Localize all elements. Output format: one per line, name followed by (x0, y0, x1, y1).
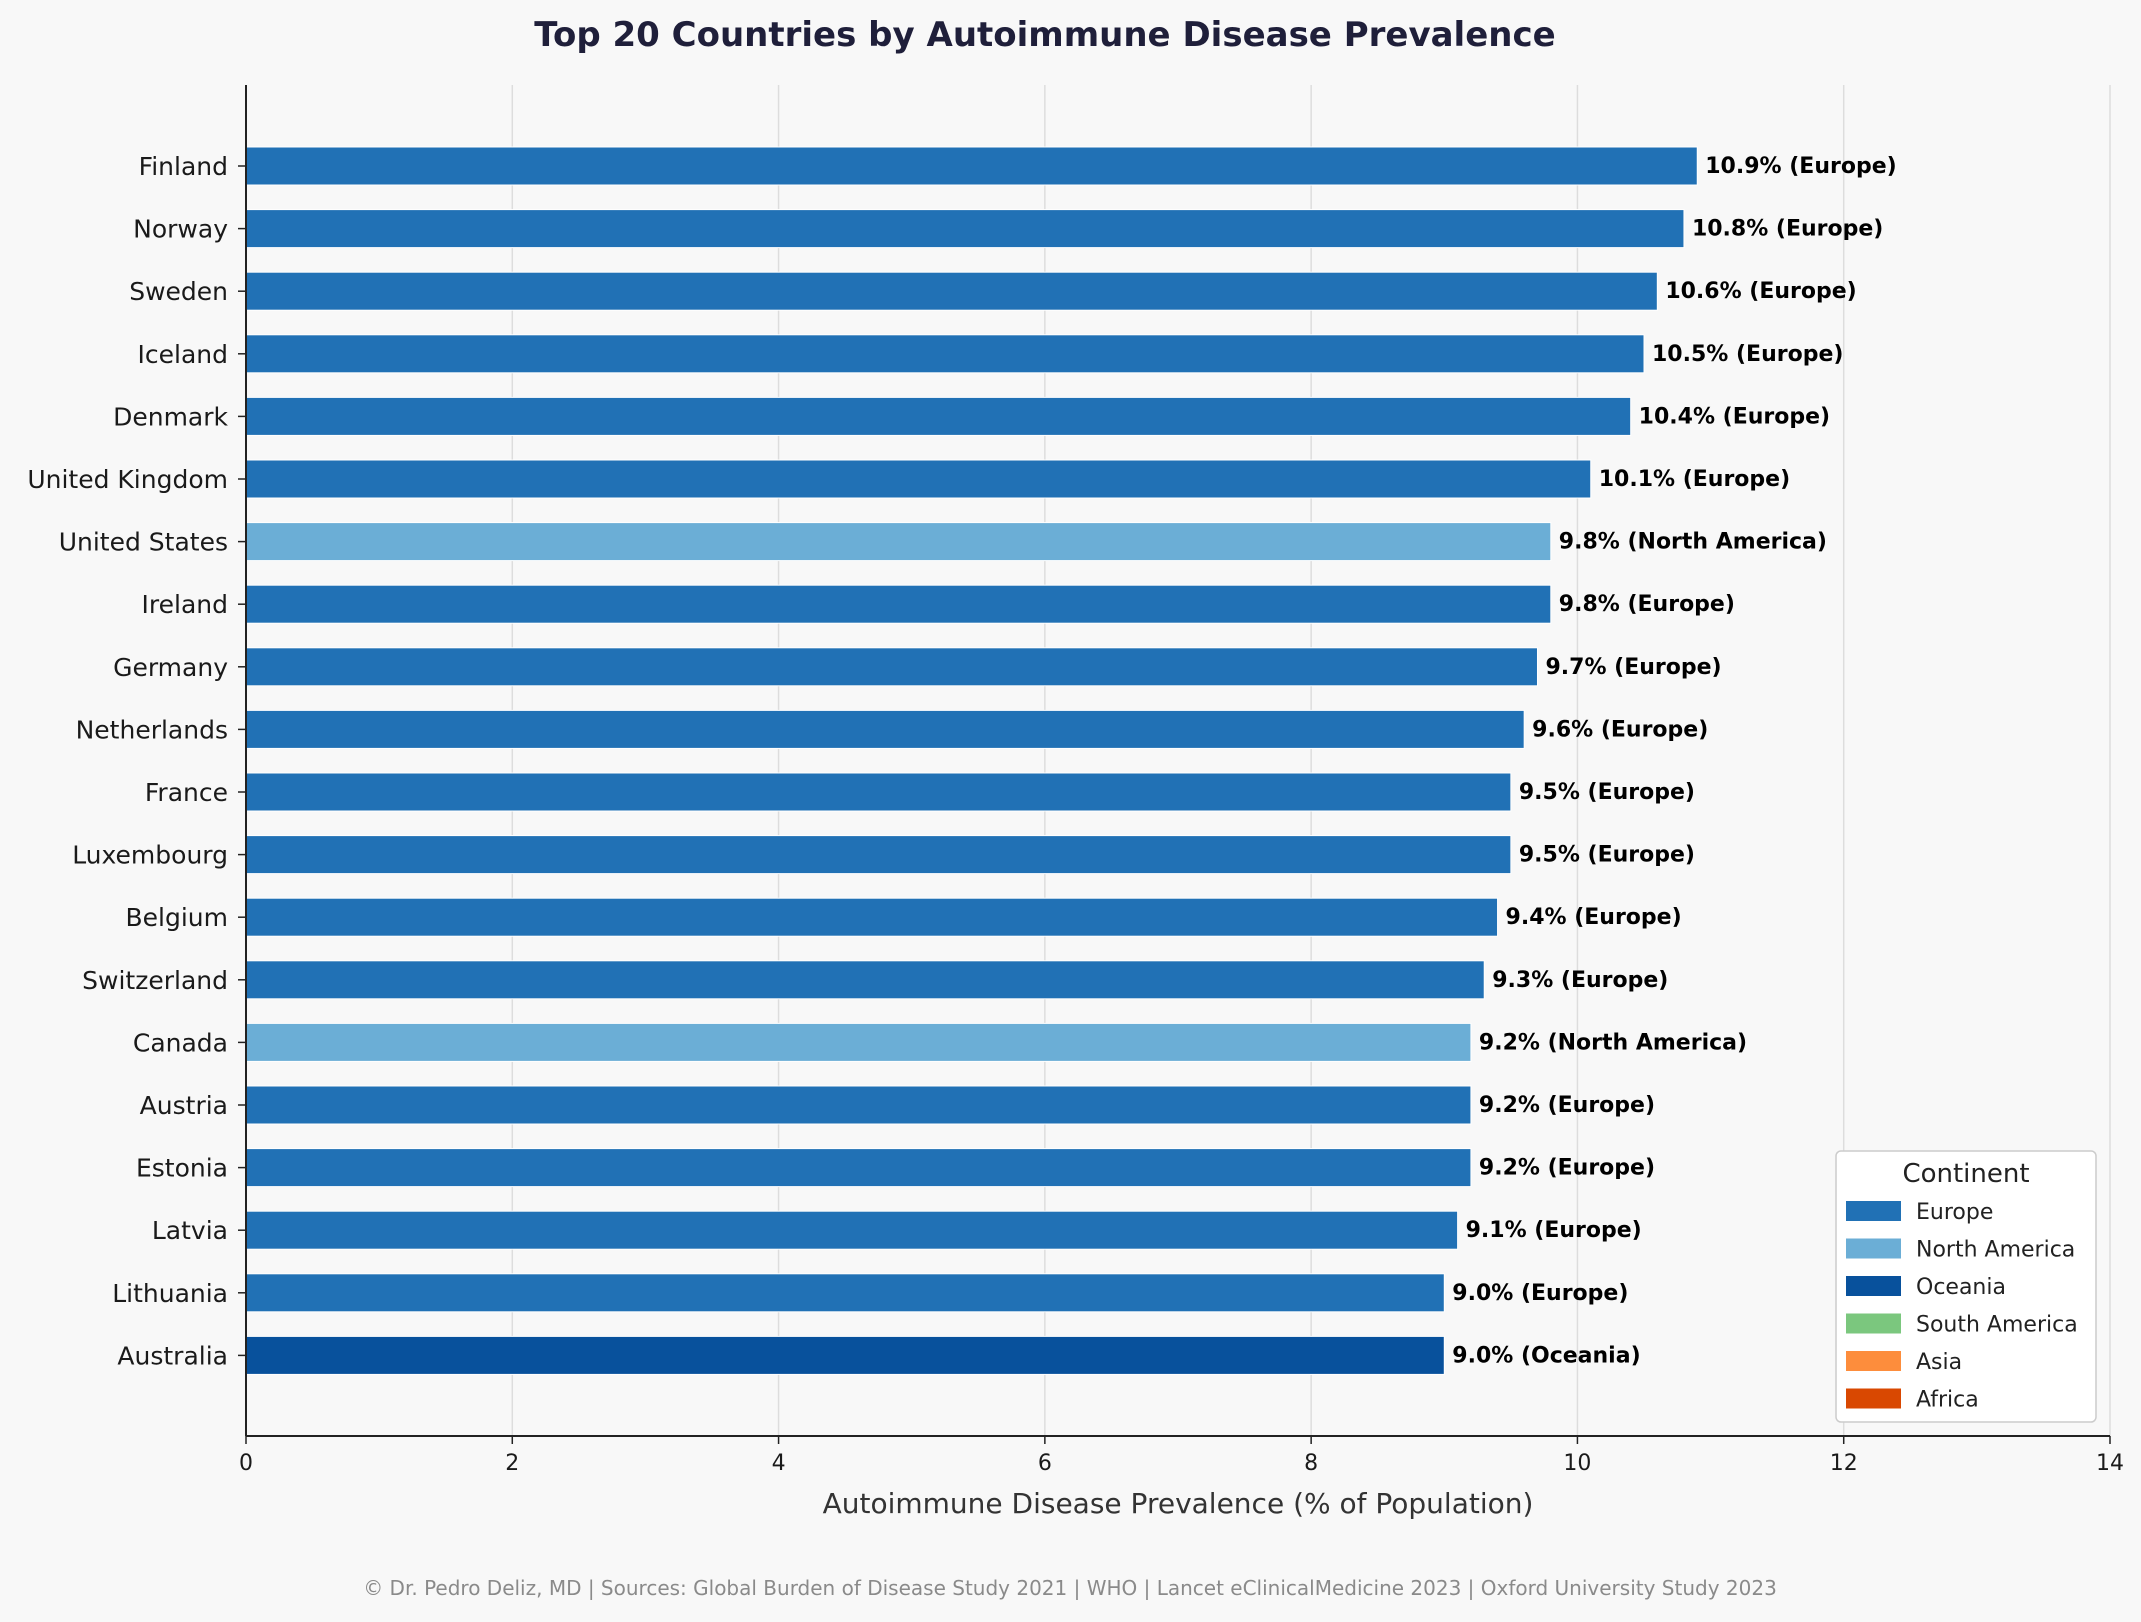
legend-swatch (1846, 1388, 1901, 1409)
y-tick-label: Denmark (113, 402, 228, 431)
data-label: 9.8% (North America) (1559, 530, 1827, 555)
legend-swatch (1846, 1276, 1901, 1296)
legend-swatch (1846, 1351, 1901, 1371)
bar (245, 1085, 1472, 1125)
axes: 0 2 4 6 8 10 12 14 Finland Norway Sweden Iceland Den… (27, 85, 2124, 1476)
data-label: 9.0% (Europe) (1452, 1281, 1628, 1306)
bar (245, 459, 1592, 499)
y-tick-label: Norway (133, 215, 228, 244)
bar (245, 647, 1538, 687)
y-tick-label: Estonia (136, 1154, 228, 1183)
x-tick-label: 2 (505, 1451, 519, 1476)
bar (245, 1273, 1445, 1313)
data-label: 9.2% (Europe) (1479, 1093, 1655, 1118)
data-label: 10.9% (Europe) (1705, 154, 1896, 179)
x-tick-label: 4 (772, 1451, 786, 1476)
y-tick-label: France (145, 778, 228, 807)
x-tick-label: 6 (1038, 1451, 1052, 1476)
x-tick-label: 10 (1563, 1451, 1591, 1476)
y-tick-label: Switzerland (82, 966, 228, 995)
data-label: 9.6% (Europe) (1532, 717, 1708, 742)
y-tick-label: Australia (117, 1341, 228, 1370)
y-tick-label: Ireland (142, 590, 228, 619)
y-tick-label: Canada (133, 1028, 228, 1057)
data-label: 9.4% (Europe) (1506, 905, 1682, 930)
data-label: 10.8% (Europe) (1692, 217, 1883, 242)
legend-title: Continent (1902, 1159, 2029, 1189)
bar (245, 960, 1485, 1000)
data-label: 10.4% (Europe) (1639, 404, 1830, 429)
legend-entry: Africa (1916, 1388, 1979, 1413)
data-label: 9.5% (Europe) (1519, 843, 1695, 868)
bar (245, 1335, 1445, 1375)
data-label: 9.1% (Europe) (1466, 1218, 1642, 1243)
bar (245, 835, 1512, 875)
legend-swatch (1846, 1313, 1901, 1334)
y-tick-label: Sweden (129, 277, 228, 306)
legend-swatch (1846, 1201, 1901, 1221)
bar (245, 522, 1552, 562)
data-label: 10.5% (Europe) (1652, 342, 1843, 367)
y-tick-label: Iceland (138, 340, 228, 369)
chart-title: Top 20 Countries by Autoimmune Disease P… (534, 15, 1555, 55)
legend-swatch (1846, 1238, 1901, 1259)
legend: Continent Europe North America Oceania South… (1835, 1150, 2097, 1423)
legend-entry: Europe (1916, 1200, 1993, 1225)
bar (245, 334, 1645, 374)
legend-entry: North America (1916, 1238, 2075, 1263)
y-tick-label: Latvia (152, 1216, 228, 1245)
data-label: 9.5% (Europe) (1519, 780, 1695, 805)
legend-entry: Asia (1916, 1350, 1962, 1375)
bar (245, 1210, 1459, 1250)
x-axis-title: Autoimmune Disease Prevalence (% of Popu… (823, 1487, 1534, 1520)
y-tick-label: Netherlands (76, 715, 228, 744)
data-label: 9.0% (Oceania) (1452, 1343, 1640, 1368)
bar (245, 772, 1512, 812)
footer-credits: © Dr. Pedro Deliz, MD | Sources: Global … (363, 1576, 1777, 1600)
x-tick-label: 12 (1830, 1451, 1858, 1476)
bar (245, 1022, 1472, 1062)
x-tick-label: 14 (2096, 1451, 2124, 1476)
bar (245, 1148, 1472, 1188)
data-label: 9.3% (Europe) (1492, 968, 1668, 993)
bar (245, 209, 1685, 249)
bar (245, 709, 1525, 749)
data-label: 9.2% (North America) (1479, 1030, 1747, 1055)
data-label: 9.8% (Europe) (1559, 592, 1735, 617)
y-tick-label: Finland (139, 152, 228, 181)
bar (245, 584, 1552, 624)
y-tick-label: Luxembourg (72, 841, 228, 870)
data-label: 9.7% (Europe) (1545, 655, 1721, 680)
y-tick-label: Belgium (126, 903, 229, 932)
data-label: 10.6% (Europe) (1665, 279, 1856, 304)
bar (245, 271, 1658, 311)
data-label: 9.2% (Europe) (1479, 1156, 1655, 1181)
bar (245, 897, 1499, 937)
legend-entry: South America (1916, 1313, 2078, 1338)
y-tick-label: Austria (140, 1091, 228, 1120)
data-label: 10.1% (Europe) (1599, 467, 1790, 492)
y-tick-label: United States (59, 528, 228, 557)
y-tick-label: Lithuania (112, 1279, 228, 1308)
y-tick-label: United Kingdom (27, 465, 228, 494)
y-tick-label: Germany (113, 653, 228, 682)
x-tick-label: 0 (239, 1451, 253, 1476)
bar (245, 146, 1698, 186)
legend-entry: Oceania (1916, 1275, 2006, 1300)
bar (245, 396, 1632, 436)
x-tick-label: 8 (1304, 1451, 1318, 1476)
